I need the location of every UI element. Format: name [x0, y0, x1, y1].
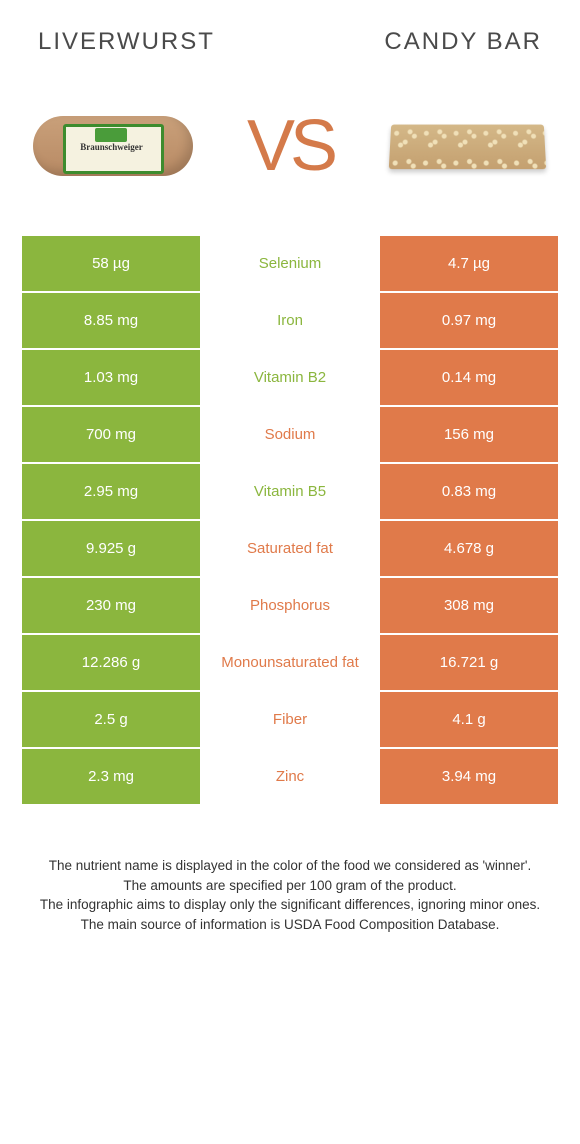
cell-label: Iron — [200, 293, 380, 348]
table-row: 2.3 mgZinc3.94 mg — [22, 749, 558, 804]
cell-right: 308 mg — [380, 578, 558, 633]
cell-left: 700 mg — [22, 407, 200, 462]
table-row: 9.925 gSaturated fat4.678 g — [22, 521, 558, 576]
cell-left: 8.85 mg — [22, 293, 200, 348]
cell-label: Fiber — [200, 692, 380, 747]
cell-label: Vitamin B5 — [200, 464, 380, 519]
cell-right: 3.94 mg — [380, 749, 558, 804]
cell-left: 12.286 g — [22, 635, 200, 690]
cell-label: Saturated fat — [200, 521, 380, 576]
liverwurst-image — [30, 96, 195, 196]
cell-left: 9.925 g — [22, 521, 200, 576]
table-row: 230 mgPhosphorus308 mg — [22, 578, 558, 633]
cell-left: 2.3 mg — [22, 749, 200, 804]
table-row: 12.286 gMonounsaturated fat16.721 g — [22, 635, 558, 690]
footer-line: The main source of information is USDA F… — [30, 915, 550, 935]
header: LIVERWURST CANDY BAR — [0, 0, 580, 66]
cell-right: 0.83 mg — [380, 464, 558, 519]
title-right: CANDY BAR — [384, 28, 542, 56]
table-row: 700 mgSodium156 mg — [22, 407, 558, 462]
cell-right: 4.1 g — [380, 692, 558, 747]
footer-line: The nutrient name is displayed in the co… — [30, 856, 550, 876]
cell-label: Selenium — [200, 236, 380, 291]
cell-label: Zinc — [200, 749, 380, 804]
cell-right: 0.14 mg — [380, 350, 558, 405]
vs-row: VS — [0, 66, 580, 236]
candybar-image — [385, 96, 550, 196]
cell-right: 156 mg — [380, 407, 558, 462]
cell-left: 1.03 mg — [22, 350, 200, 405]
cell-right: 0.97 mg — [380, 293, 558, 348]
table-row: 1.03 mgVitamin B20.14 mg — [22, 350, 558, 405]
cell-label: Sodium — [200, 407, 380, 462]
cell-label: Monounsaturated fat — [200, 635, 380, 690]
cell-right: 16.721 g — [380, 635, 558, 690]
cell-left: 58 µg — [22, 236, 200, 291]
cell-left: 2.5 g — [22, 692, 200, 747]
footer-line: The amounts are specified per 100 gram o… — [30, 876, 550, 896]
table-row: 8.85 mgIron0.97 mg — [22, 293, 558, 348]
cell-label: Phosphorus — [200, 578, 380, 633]
comparison-table: 58 µgSelenium4.7 µg8.85 mgIron0.97 mg1.0… — [0, 236, 580, 804]
table-row: 2.95 mgVitamin B50.83 mg — [22, 464, 558, 519]
cell-left: 230 mg — [22, 578, 200, 633]
table-row: 2.5 gFiber4.1 g — [22, 692, 558, 747]
cell-right: 4.7 µg — [380, 236, 558, 291]
cell-right: 4.678 g — [380, 521, 558, 576]
footer-line: The infographic aims to display only the… — [30, 895, 550, 915]
table-row: 58 µgSelenium4.7 µg — [22, 236, 558, 291]
cell-left: 2.95 mg — [22, 464, 200, 519]
cell-label: Vitamin B2 — [200, 350, 380, 405]
title-left: LIVERWURST — [38, 28, 215, 56]
vs-label: VS — [247, 105, 333, 187]
footer-notes: The nutrient name is displayed in the co… — [0, 806, 580, 934]
